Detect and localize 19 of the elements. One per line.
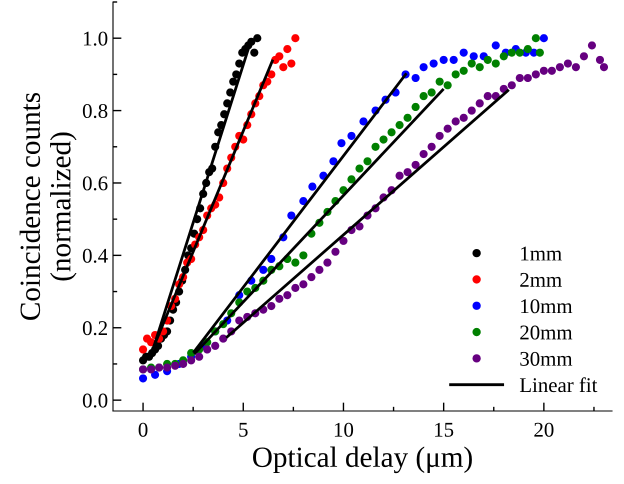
legend-label: 10mm <box>521 299 572 314</box>
y-tick-label: 0.8 <box>82 104 108 118</box>
x-tick-label: 0 <box>138 422 148 437</box>
y-tick-label: 0.4 <box>82 248 108 263</box>
legend-label: 20mm <box>520 326 572 340</box>
x-tick-label: 10 <box>334 422 354 437</box>
y-tick-label: 0.0 <box>82 394 108 408</box>
y-axis-title: Coincidence counts (normalized) <box>20 92 77 320</box>
legend-label: 2mm <box>520 272 562 287</box>
legend-label: 30mm <box>520 352 572 366</box>
y-tick-label: 1.0 <box>84 32 108 46</box>
y-tick-label: 0.2 <box>82 321 107 336</box>
legend-label: Linear fit <box>520 377 598 392</box>
x-tick-label: 20 <box>534 422 554 437</box>
x-tick-label: 15 <box>435 422 454 437</box>
legend-label: 1mm <box>521 246 562 260</box>
x-axis-title: Optical delay (μm) <box>253 446 472 474</box>
y-tick-label: 0.6 <box>82 176 108 190</box>
x-tick-label: 5 <box>239 422 248 437</box>
